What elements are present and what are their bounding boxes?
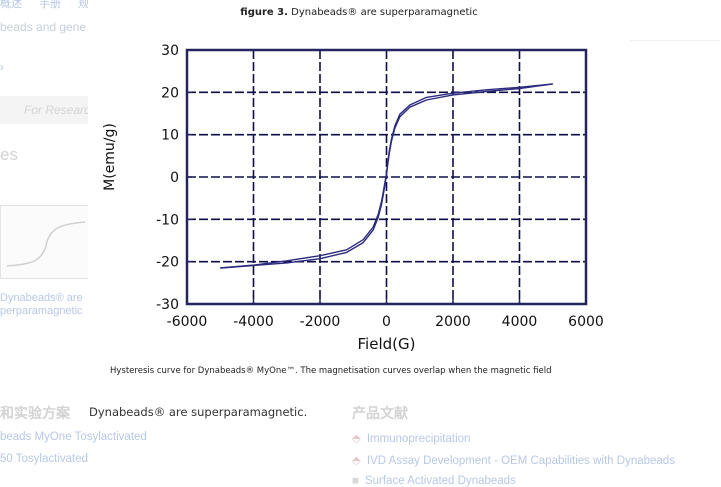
figure-title-text: Dynabeads® are superparamagnetic [291,7,478,18]
figure-title: figure 3. Dynabeads® are superparamagnet… [88,7,630,18]
y-tick-label: -30 [156,297,179,313]
background-section-heading: es [0,145,18,164]
background-left-link: 50 Tosylactivated [0,453,89,465]
background-left-heading: 和实验方案 [0,405,70,421]
y-axis-label: M(emu/g) [102,123,118,191]
background-right-link: ⬘ Immunoprecipitation [352,431,470,445]
x-tick-label: -6000 [167,314,208,330]
y-tick-label: 0 [170,170,179,186]
background-right-link-text: Immunoprecipitation [366,433,471,445]
background-nav: 概述 手册 规 [0,0,89,11]
background-right-link: ■ Surface Activated Dynabeads [352,475,516,487]
background-for-research: For Research [24,103,97,117]
figure-caption: Hysteresis curve for Dynabeads® MyOne™. … [110,366,552,376]
background-right-heading: 产品文献 [352,405,408,421]
background-subtitle: beads and gene [0,20,87,34]
background-thumb-caption-line: Dynabeads® are [0,292,83,304]
background-nav-item: 规 [78,0,90,10]
background-thumbnail [0,205,90,279]
y-tick-label: 30 [161,43,179,59]
background-left-link: beads MyOne Tosylactivated [0,431,147,443]
x-tick-label: 6000 [568,314,604,330]
figure-modal: figure 3. Dynabeads® are superparamagnet… [88,0,630,378]
background-thumbnail-curve [6,221,86,267]
x-tick-label: 2000 [435,314,471,330]
figure-short-caption: Dynabeads® are superparamagnetic. [89,405,308,419]
hysteresis-chart: -6000 -4000 -2000 0 2000 4000 6000 -30 -20 -10 0 1… [102,43,604,353]
x-axis-label: Field(G) [358,335,416,353]
y-tick-labels: -30 -20 -10 0 10 20 30 [156,43,179,313]
x-tick-labels: -6000 -4000 -2000 0 2000 4000 6000 [167,314,604,330]
y-tick-label: -20 [156,255,179,271]
background-right-link-text: Surface Activated Dynabeads [364,475,516,487]
hysteresis-curve-2 [220,83,553,269]
background-right-link-text: IVD Assay Development - OEM Capabilities… [366,455,675,467]
y-tick-label: -10 [156,212,179,228]
pdf-icon: ⬘ [352,455,361,467]
x-tick-label: -4000 [233,314,274,330]
figure-label: figure 3. [240,7,288,18]
background-nav-item: 概述 [0,0,22,10]
background-arrow: › [0,60,4,74]
grid [187,50,586,304]
background-strip [0,96,88,124]
y-tick-label: 20 [161,85,179,101]
x-tick-label: 4000 [502,314,538,330]
background-right-link: ⬘ IVD Assay Development - OEM Capabilitie… [352,453,675,467]
x-tick-label: -2000 [300,314,341,330]
pdf-icon: ⬘ [352,433,361,445]
background-nav-item: 手册 [39,0,62,10]
ticks [186,49,587,305]
series-group [220,83,553,269]
background-thumb-caption: Dynabeads® are perparamagnetic [0,292,83,318]
bullet-icon: ■ [352,475,359,487]
y-tick-label: 10 [161,128,179,144]
background-line [630,20,720,41]
x-tick-label: 0 [382,314,391,330]
background-thumb-caption-line: perparamagnetic [0,305,83,317]
